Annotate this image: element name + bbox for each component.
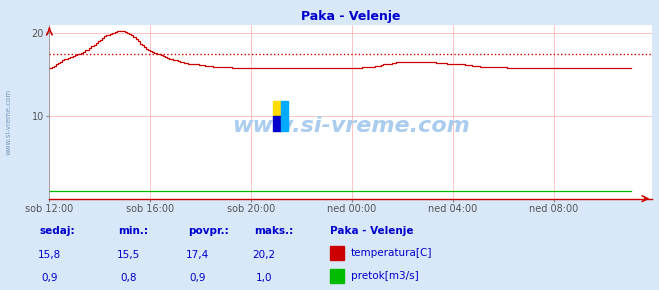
Text: maks.:: maks.:: [254, 226, 293, 236]
Text: sedaj:: sedaj:: [40, 226, 75, 236]
Text: www.si-vreme.com: www.si-vreme.com: [232, 116, 470, 135]
Text: 17,4: 17,4: [186, 250, 210, 260]
Title: Paka - Velenje: Paka - Velenje: [301, 10, 401, 23]
Text: 0,9: 0,9: [41, 273, 58, 283]
Text: min.:: min.:: [119, 226, 149, 236]
Text: temperatura[C]: temperatura[C]: [351, 248, 432, 258]
Text: 0,8: 0,8: [120, 273, 137, 283]
Text: 1,0: 1,0: [255, 273, 272, 283]
Text: 15,8: 15,8: [38, 250, 61, 260]
Text: povpr.:: povpr.:: [188, 226, 229, 236]
Text: Paka - Velenje: Paka - Velenje: [330, 226, 413, 236]
Text: 0,9: 0,9: [189, 273, 206, 283]
Text: 15,5: 15,5: [117, 250, 140, 260]
Text: www.si-vreme.com: www.si-vreme.com: [5, 89, 12, 155]
Text: 20,2: 20,2: [252, 250, 275, 260]
Text: pretok[m3/s]: pretok[m3/s]: [351, 271, 418, 281]
